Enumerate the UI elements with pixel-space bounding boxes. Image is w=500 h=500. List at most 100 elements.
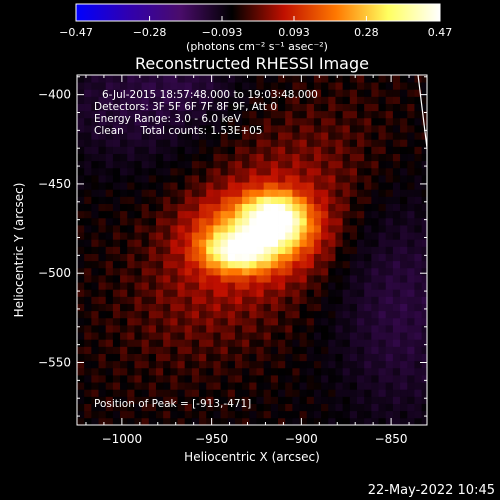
heatmap-cell (227, 296, 236, 304)
heatmap-cell (141, 296, 150, 304)
heatmap-cell (148, 210, 157, 219)
heatmap-cell (105, 125, 114, 133)
heatmap-cell (141, 317, 150, 326)
heatmap-cell (84, 332, 92, 340)
heatmap-cell (199, 75, 207, 83)
heatmap-cell (213, 132, 221, 140)
heatmap-cell (299, 196, 308, 204)
heatmap-cell (371, 117, 379, 126)
heatmap-cell (105, 110, 114, 119)
heatmap-cell (385, 267, 394, 276)
heatmap-cell (199, 310, 207, 319)
heatmap-cell (385, 167, 394, 176)
heatmap-cell (256, 117, 265, 126)
heatmap-cell (342, 310, 351, 319)
heatmap-cell (213, 360, 221, 369)
heatmap-cell (342, 410, 351, 419)
heatmap-cell (421, 267, 427, 276)
heatmap-cell (256, 239, 265, 247)
heatmap-cell (328, 389, 336, 397)
heatmap-cell (335, 310, 344, 319)
heatmap-cell (256, 146, 265, 154)
heatmap-cell (206, 89, 214, 97)
heatmap-cell (213, 375, 221, 383)
heatmap-cell (335, 246, 344, 254)
heatmap-cell (163, 153, 171, 162)
heatmap-cell (349, 396, 358, 404)
heatmap-cell (112, 225, 121, 233)
heatmap-cell (199, 146, 207, 154)
heatmap-cell (392, 139, 401, 147)
heatmap-cell (378, 339, 387, 347)
heatmap-cell (385, 317, 394, 326)
annotation-time: 6-Jul-2015 18:57:48.000 to 19:03:48.000 (102, 89, 318, 101)
heatmap-cell (112, 103, 121, 112)
heatmap-cell (184, 367, 193, 376)
heatmap-cell (98, 217, 107, 226)
heatmap-cell (407, 196, 415, 204)
heatmap-cell (191, 367, 200, 376)
heatmap-cell (421, 296, 427, 304)
heatmap-cell (313, 417, 322, 425)
heatmap-cell (335, 389, 344, 397)
heatmap-cell (134, 196, 143, 204)
heatmap-cell (191, 325, 200, 333)
heatmap-cell (256, 275, 265, 283)
heatmap-cell (112, 360, 121, 369)
heatmap-cell (98, 89, 107, 97)
heatmap-cell (105, 310, 114, 319)
heatmap-cell (84, 225, 92, 233)
heatmap-cell (378, 217, 387, 226)
heatmap-cell (91, 225, 99, 233)
heatmap-cell (263, 325, 272, 333)
heatmap-cell (292, 403, 300, 412)
heatmap-cell (357, 246, 365, 254)
heatmap-cell (206, 75, 214, 83)
heatmap-cell (270, 160, 279, 169)
heatmap-cell (321, 96, 329, 104)
heatmap-cell (220, 367, 229, 376)
heatmap-cell (407, 317, 415, 326)
heatmap-cell (134, 110, 143, 119)
heatmap-cell (112, 167, 121, 176)
heatmap-cell (407, 189, 415, 197)
heatmap-cell (220, 396, 229, 404)
heatmap-cell (227, 96, 236, 104)
heatmap-cell (357, 403, 365, 412)
heatmap-cell (234, 253, 243, 262)
heatmap-cell (378, 253, 387, 262)
heatmap-cell (163, 253, 171, 262)
heatmap-cell (98, 296, 107, 304)
heatmap-cell (400, 346, 408, 354)
heatmap-cell (342, 189, 351, 197)
heatmap-cell (421, 289, 427, 297)
heatmap-cell (242, 382, 250, 390)
heatmap-cell (184, 203, 193, 212)
heatmap-cell (278, 146, 286, 154)
heatmap-cell (306, 117, 315, 126)
heatmap-cell (84, 353, 92, 362)
heatmap-cell (371, 110, 379, 119)
heatmap-cell (227, 110, 236, 119)
heatmap-cell (227, 146, 236, 154)
heatmap-cell (328, 403, 336, 412)
heatmap-cell (299, 325, 308, 333)
heatmap-cell (170, 339, 178, 347)
heatmap-cell (220, 417, 229, 425)
heatmap-cell (112, 75, 121, 83)
heatmap-cell (371, 332, 379, 340)
heatmap-cell (306, 410, 315, 419)
heatmap-cell (199, 360, 207, 369)
heatmap-cell (371, 360, 379, 369)
heatmap-cell (285, 253, 293, 262)
heatmap-cell (105, 239, 114, 247)
heatmap-cell (191, 417, 200, 425)
heatmap-cell (191, 96, 200, 104)
heatmap-cell (155, 89, 164, 97)
heatmap-cell (177, 146, 186, 154)
heatmap-cell (155, 146, 164, 154)
heatmap-cell (141, 139, 150, 147)
heatmap-cell (392, 217, 401, 226)
heatmap-cell (141, 303, 150, 312)
heatmap-cell (371, 96, 379, 104)
